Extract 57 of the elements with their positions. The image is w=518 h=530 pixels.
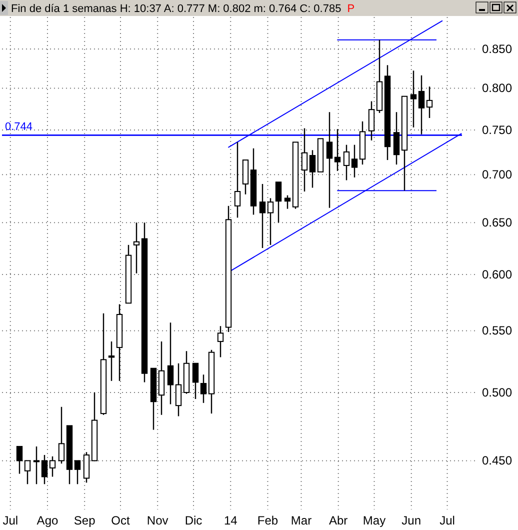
- candlestick: [259, 183, 266, 249]
- candlestick: [284, 194, 291, 210]
- candlestick: [217, 325, 224, 358]
- x-tick-label: Abr: [328, 514, 348, 528]
- candlestick: [74, 460, 81, 485]
- x-tick-label: Mar: [290, 514, 312, 528]
- x-tick-label: Sep: [74, 514, 96, 528]
- candlestick: [242, 159, 249, 195]
- candlestick: [175, 362, 182, 417]
- y-tick-label: 0.500: [482, 385, 512, 400]
- y-tick-label: 0.750: [482, 122, 512, 137]
- candlestick: [275, 181, 282, 224]
- x-tick-label: Jul: [440, 514, 455, 528]
- candlestick: [301, 128, 308, 192]
- candlestick: [351, 144, 358, 178]
- candlestick: [192, 362, 199, 400]
- candlestick: [343, 144, 350, 181]
- x-tick-label: Dic: [184, 514, 202, 528]
- candlestick: [234, 142, 241, 218]
- candlestick: [133, 222, 140, 274]
- candlestick: [267, 198, 274, 246]
- y-tick-label: 0.650: [482, 215, 512, 230]
- x-tick-label: Jun: [402, 514, 422, 528]
- candlestick: [334, 128, 341, 172]
- y-tick-label: 0.600: [482, 267, 512, 282]
- x-tick-label: Ago: [36, 514, 58, 528]
- x-tick-label: Nov: [146, 514, 168, 528]
- y-tick-label: 0.700: [482, 167, 512, 182]
- y-tick-label: 0.450: [482, 454, 512, 468]
- candlestick: [368, 100, 375, 142]
- candlestick: [108, 340, 115, 382]
- candlestick: [326, 112, 333, 208]
- y-tick-label: 0.550: [482, 324, 512, 338]
- x-tick-label: 14: [224, 514, 238, 528]
- candlestick: [83, 452, 90, 484]
- ref-line-label: 0.744: [5, 121, 33, 134]
- candlestick: [58, 406, 65, 464]
- candlestick: [41, 454, 48, 485]
- x-tick-label: Oct: [111, 514, 130, 528]
- candlestick: [393, 112, 400, 166]
- x-tick-label: Jul: [2, 514, 18, 528]
- candlestick: [24, 460, 31, 485]
- x-tick-label: May: [362, 514, 386, 528]
- candlestick: [418, 74, 425, 135]
- candlestick: [16, 446, 23, 474]
- candlestick: [426, 86, 433, 119]
- candlestick: [33, 446, 40, 485]
- text: P: [347, 3, 355, 15]
- candlestick: [167, 322, 174, 405]
- candlestick: [410, 70, 417, 128]
- candlestick: [309, 150, 316, 188]
- x-tick-label: Feb: [257, 514, 278, 528]
- candlestick: [200, 374, 207, 404]
- candlestick: [49, 456, 56, 478]
- chart-title: Fin de día 1 semanas H: 10:37 A: 0.777 M: 0.802 m: 0.764 C: 0.785: [11, 3, 342, 15]
- y-tick-label: 0.800: [482, 81, 512, 96]
- y-tick-label: 0.850: [482, 42, 512, 56]
